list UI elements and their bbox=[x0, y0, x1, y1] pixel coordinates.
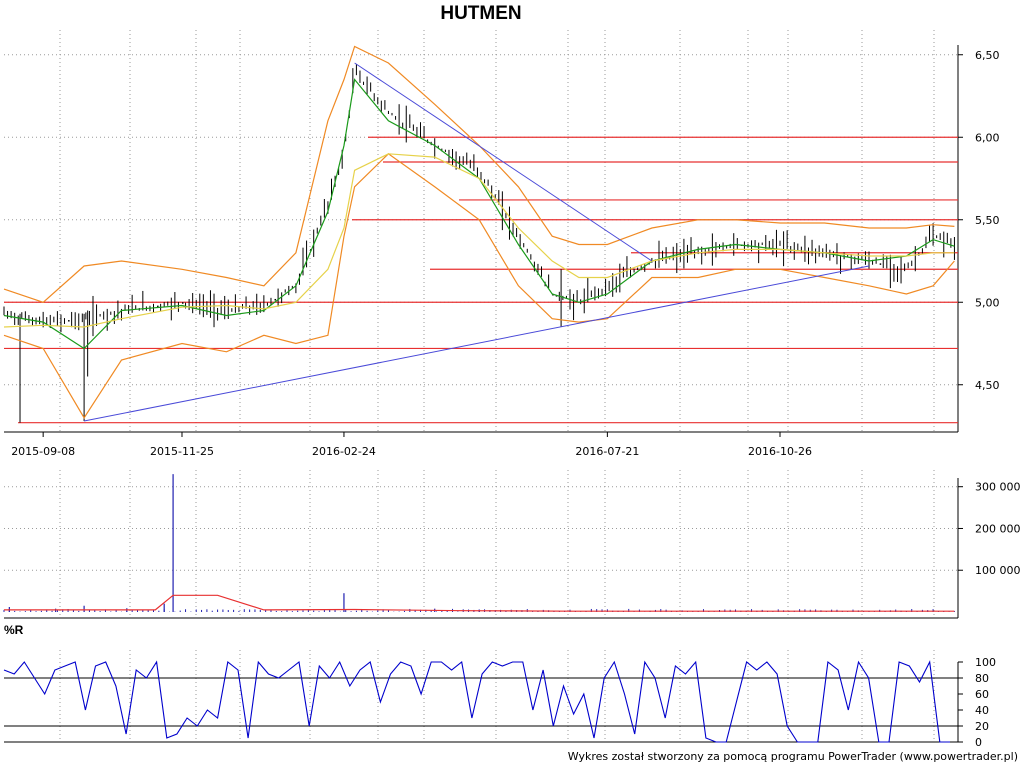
williams-y-tick-label: 40 bbox=[975, 704, 989, 717]
volume-y-tick-label: 100 000 bbox=[975, 564, 1021, 577]
price-y-tick-label: 5,00 bbox=[975, 296, 1000, 309]
footer-credit: Wykres został stworzony za pomocą progra… bbox=[568, 750, 1018, 763]
price-y-tick-label: 6,50 bbox=[975, 49, 1000, 62]
volume-ma-line bbox=[4, 594, 955, 612]
williams-y-tick-label: 20 bbox=[975, 720, 989, 733]
ma-fast-line bbox=[3, 78, 955, 350]
volume-y-axis: 100 000 200 000 300 000 bbox=[958, 481, 1021, 577]
price-y-tick-label: 4,50 bbox=[975, 379, 1000, 392]
price-indicator-lines bbox=[3, 45, 955, 419]
date-tick-label: 2015-09-08 bbox=[11, 445, 75, 458]
trendlines bbox=[83, 62, 870, 422]
price-y-tick-label: 6,00 bbox=[975, 131, 1000, 144]
trendline bbox=[83, 265, 870, 422]
price-tick bbox=[181, 302, 184, 304]
williams-y-tick-label: 0 bbox=[975, 736, 982, 749]
chart-title: HUTMEN bbox=[440, 3, 521, 24]
price-tick bbox=[274, 298, 277, 301]
williams-grid bbox=[4, 650, 958, 742]
date-tick-label: 2016-07-21 bbox=[575, 445, 639, 458]
volume-grid bbox=[4, 470, 958, 618]
price-grid bbox=[4, 30, 958, 432]
date-tick-label: 2015-11-25 bbox=[150, 445, 214, 458]
ma-slow-line bbox=[3, 153, 955, 328]
volume-moving-average bbox=[4, 594, 955, 612]
price-y-tick-label: 5,50 bbox=[975, 214, 1000, 227]
williams-r-polyline bbox=[3, 660, 950, 743]
williams-y-tick-label: 100 bbox=[975, 656, 996, 669]
price-tick bbox=[68, 320, 70, 322]
bollinger-upper-line bbox=[3, 45, 955, 303]
panel-frames bbox=[4, 45, 959, 743]
price-y-axis: 4,50 5,00 5,50 6,00 6,50 bbox=[958, 49, 1000, 392]
volume-y-tick-label: 300 000 bbox=[975, 481, 1021, 494]
williams-y-axis: 0 20 40 60 80 100 bbox=[958, 656, 996, 749]
williams-y-tick-label: 80 bbox=[975, 672, 989, 685]
date-tick-label: 2016-10-26 bbox=[748, 445, 812, 458]
bollinger-lower-line bbox=[3, 153, 955, 419]
williams-r-line bbox=[3, 660, 950, 743]
price-tick bbox=[157, 305, 159, 308]
williams-y-tick-label: 60 bbox=[975, 688, 989, 701]
price-tick bbox=[879, 263, 882, 265]
date-axis: 2015-09-08 2015-11-25 2016-02-24 2016-07-21… bbox=[11, 432, 812, 458]
price-bars bbox=[3, 64, 959, 423]
williams-r-label: %R bbox=[4, 623, 24, 637]
trendline bbox=[354, 62, 653, 262]
volume-y-tick-label: 200 000 bbox=[975, 522, 1021, 535]
volume-bars bbox=[3, 474, 955, 612]
date-tick-label: 2016-02-24 bbox=[312, 445, 376, 458]
